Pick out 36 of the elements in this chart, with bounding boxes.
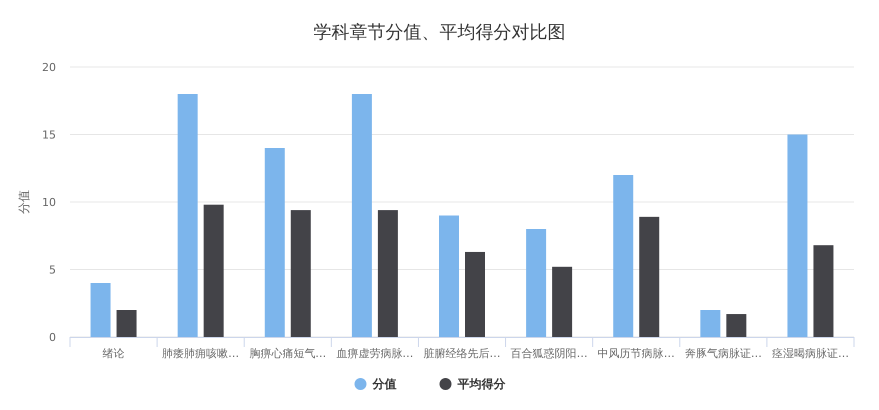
bar — [726, 314, 746, 337]
bar — [787, 134, 808, 337]
x-tick-label: 百合狐惑阴阳… — [510, 347, 588, 360]
y-tick-label: 0 — [49, 331, 56, 344]
x-tick-label: 血痹虚劳病脉… — [336, 347, 414, 360]
x-tick-label: 绪论 — [102, 347, 125, 360]
chart-title: 学科章节分值、平均得分对比图 — [314, 22, 566, 43]
bar — [90, 283, 111, 337]
bar — [700, 310, 720, 337]
bar — [204, 204, 224, 337]
legend-label: 分值 — [372, 377, 396, 391]
bar — [526, 229, 546, 337]
y-axis-title: 分值 — [17, 190, 31, 214]
bar — [813, 245, 834, 337]
bar — [439, 216, 459, 337]
bar — [465, 252, 485, 337]
x-tick-label: 痉湿暍病脉证… — [772, 347, 849, 360]
y-tick-label: 10 — [42, 196, 56, 209]
bar — [290, 210, 311, 337]
bar — [116, 310, 137, 337]
bar — [264, 148, 285, 337]
y-tick-label: 20 — [42, 61, 56, 74]
x-tick-label: 脏腑经络先后… — [424, 347, 500, 360]
x-tick-label: 肺痿肺痈咳嗽… — [162, 347, 240, 360]
bar — [378, 210, 398, 337]
bar — [613, 175, 634, 337]
bar — [552, 266, 572, 337]
bar — [178, 94, 198, 337]
x-tick-label: 中风历节病脉… — [598, 347, 675, 360]
legend-label: 平均得分 — [456, 377, 506, 391]
bar — [352, 94, 372, 337]
x-tick-label: 胸痹心痛短气… — [249, 347, 326, 360]
x-tick-label: 奔豚气病脉证… — [684, 347, 762, 360]
y-tick-label: 5 — [49, 264, 56, 276]
y-tick-label: 15 — [42, 128, 56, 142]
bar — [639, 216, 660, 337]
